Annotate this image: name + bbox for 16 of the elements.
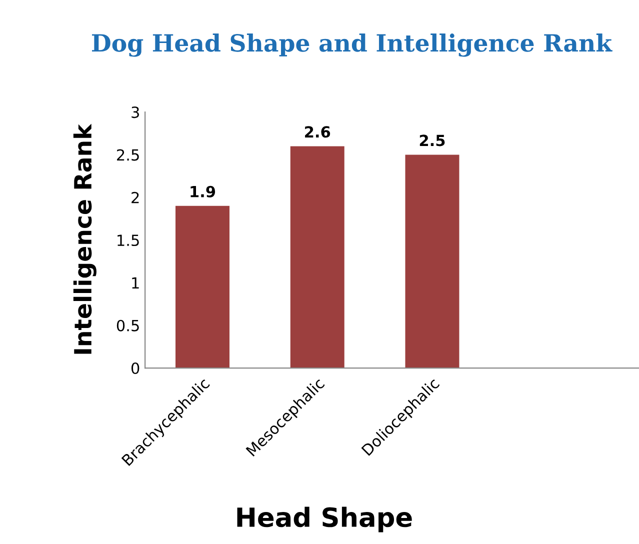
bar — [405, 154, 460, 368]
data-label: 2.6 — [305, 126, 330, 138]
y-axis-title: Intelligence Rank — [73, 124, 96, 354]
x-axis-title: Head Shape — [237, 506, 412, 532]
y-tick-label: 1 — [132, 277, 139, 289]
y-tick-label: 1.5 — [118, 234, 139, 246]
y-tick-label: 3 — [132, 106, 139, 118]
bar — [175, 206, 230, 368]
y-tick-label: 0.5 — [116, 320, 139, 332]
y-tick-label: 0 — [131, 362, 140, 374]
y-tick-label: 2 — [132, 192, 139, 204]
bar — [290, 146, 344, 368]
data-label: 1.9 — [190, 186, 216, 198]
y-tick-label: 2.5 — [117, 149, 139, 161]
data-label: 2.5 — [420, 134, 445, 146]
chart-title: Dog Head Shape and Intelligence Rank — [92, 34, 612, 57]
